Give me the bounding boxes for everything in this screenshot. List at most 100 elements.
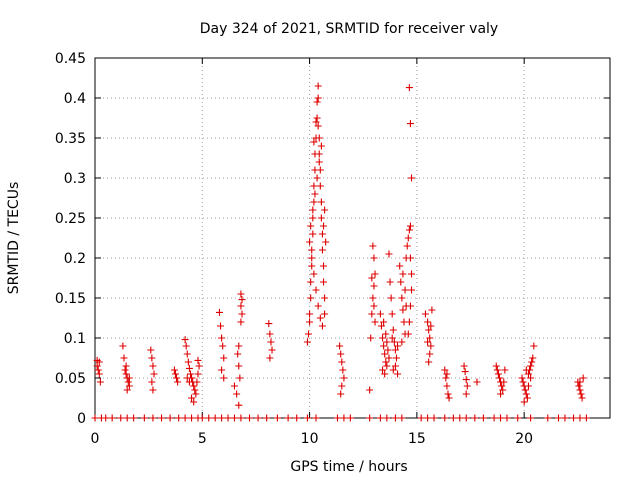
data-point xyxy=(381,370,389,378)
data-point xyxy=(314,302,322,310)
data-point xyxy=(391,346,399,354)
data-point xyxy=(421,310,429,318)
data-point xyxy=(337,350,345,358)
data-point xyxy=(370,302,378,310)
y-tick-label: 0.3 xyxy=(64,171,86,187)
data-point xyxy=(500,378,508,386)
data-point xyxy=(306,310,314,318)
data-point xyxy=(102,414,110,422)
y-tick-label: 0.45 xyxy=(55,51,86,67)
data-point xyxy=(309,230,317,238)
data-point xyxy=(124,378,132,386)
data-point xyxy=(575,382,583,390)
data-point xyxy=(404,330,412,338)
data-point xyxy=(473,378,481,386)
data-point xyxy=(190,382,198,390)
data-point xyxy=(383,362,391,370)
data-point xyxy=(501,366,509,374)
data-point xyxy=(394,342,402,350)
data-point xyxy=(284,414,292,422)
data-point xyxy=(368,310,376,318)
data-point xyxy=(307,278,315,286)
y-axis: 0 0.05 0.1 0.15 0.2 0.25 0.3 0.35 0.4 0.45 xyxy=(55,51,610,427)
data-point xyxy=(215,308,223,316)
data-point xyxy=(456,414,464,422)
data-point xyxy=(309,214,317,222)
data-point xyxy=(367,334,375,342)
data-point xyxy=(383,338,391,346)
x-axis: 0 5 10 15 20 xyxy=(91,58,533,447)
data-point xyxy=(237,302,245,310)
data-point xyxy=(233,390,241,398)
data-point xyxy=(492,362,500,370)
data-point xyxy=(382,330,390,338)
data-point xyxy=(527,362,535,370)
data-point xyxy=(521,386,529,394)
x-tick-label: 5 xyxy=(198,431,207,447)
data-point xyxy=(398,414,406,422)
data-point xyxy=(193,378,201,386)
data-point xyxy=(321,310,329,318)
data-point xyxy=(462,414,470,422)
data-point xyxy=(424,318,432,326)
data-point xyxy=(379,366,387,374)
data-point xyxy=(443,370,451,378)
y-tick-label: 0.1 xyxy=(64,331,86,347)
data-point xyxy=(426,350,434,358)
data-point xyxy=(194,370,202,378)
data-point xyxy=(370,254,378,262)
data-point xyxy=(388,334,396,342)
data-point xyxy=(425,358,433,366)
data-point xyxy=(321,206,329,214)
data-point xyxy=(315,134,323,142)
data-point xyxy=(399,270,407,278)
data-point xyxy=(313,114,321,122)
data-point xyxy=(397,278,405,286)
data-point xyxy=(401,286,409,294)
data-point xyxy=(379,334,387,342)
data-point xyxy=(398,294,406,302)
data-point xyxy=(238,310,246,318)
y-axis-label: SRMTID / TECUs xyxy=(6,182,22,295)
data-point xyxy=(389,366,397,374)
data-point xyxy=(188,394,196,402)
data-point xyxy=(218,366,226,374)
data-point xyxy=(528,358,536,366)
data-point xyxy=(527,414,535,422)
data-point xyxy=(308,262,316,270)
data-point xyxy=(449,414,457,422)
data-point xyxy=(430,414,438,422)
data-point xyxy=(499,386,507,394)
data-point xyxy=(184,358,192,366)
data-point xyxy=(148,378,156,386)
data-point xyxy=(399,306,407,314)
data-point xyxy=(121,366,129,374)
data-point xyxy=(123,414,131,422)
data-point xyxy=(316,314,324,322)
data-point xyxy=(308,246,316,254)
data-point xyxy=(555,414,562,422)
x-axis-label: GPS time / hours xyxy=(290,459,407,475)
data-point xyxy=(406,120,414,128)
data-point xyxy=(125,382,133,390)
data-point xyxy=(268,346,276,354)
data-point xyxy=(503,414,511,422)
data-point xyxy=(576,378,584,386)
x-tick-label: 15 xyxy=(408,431,426,447)
data-point xyxy=(93,362,101,370)
data-point xyxy=(316,182,324,190)
data-point xyxy=(383,414,391,422)
data-point xyxy=(317,214,325,222)
data-point xyxy=(91,414,99,422)
x-tick-label: 10 xyxy=(301,431,319,447)
data-point xyxy=(246,414,253,422)
data-point xyxy=(312,286,320,294)
data-point xyxy=(405,226,413,234)
data-point xyxy=(338,382,346,390)
data-point xyxy=(522,366,530,374)
data-point xyxy=(316,166,324,174)
data-point xyxy=(368,274,376,282)
data-point xyxy=(317,142,325,150)
data-point xyxy=(205,414,213,422)
data-point xyxy=(371,270,379,278)
